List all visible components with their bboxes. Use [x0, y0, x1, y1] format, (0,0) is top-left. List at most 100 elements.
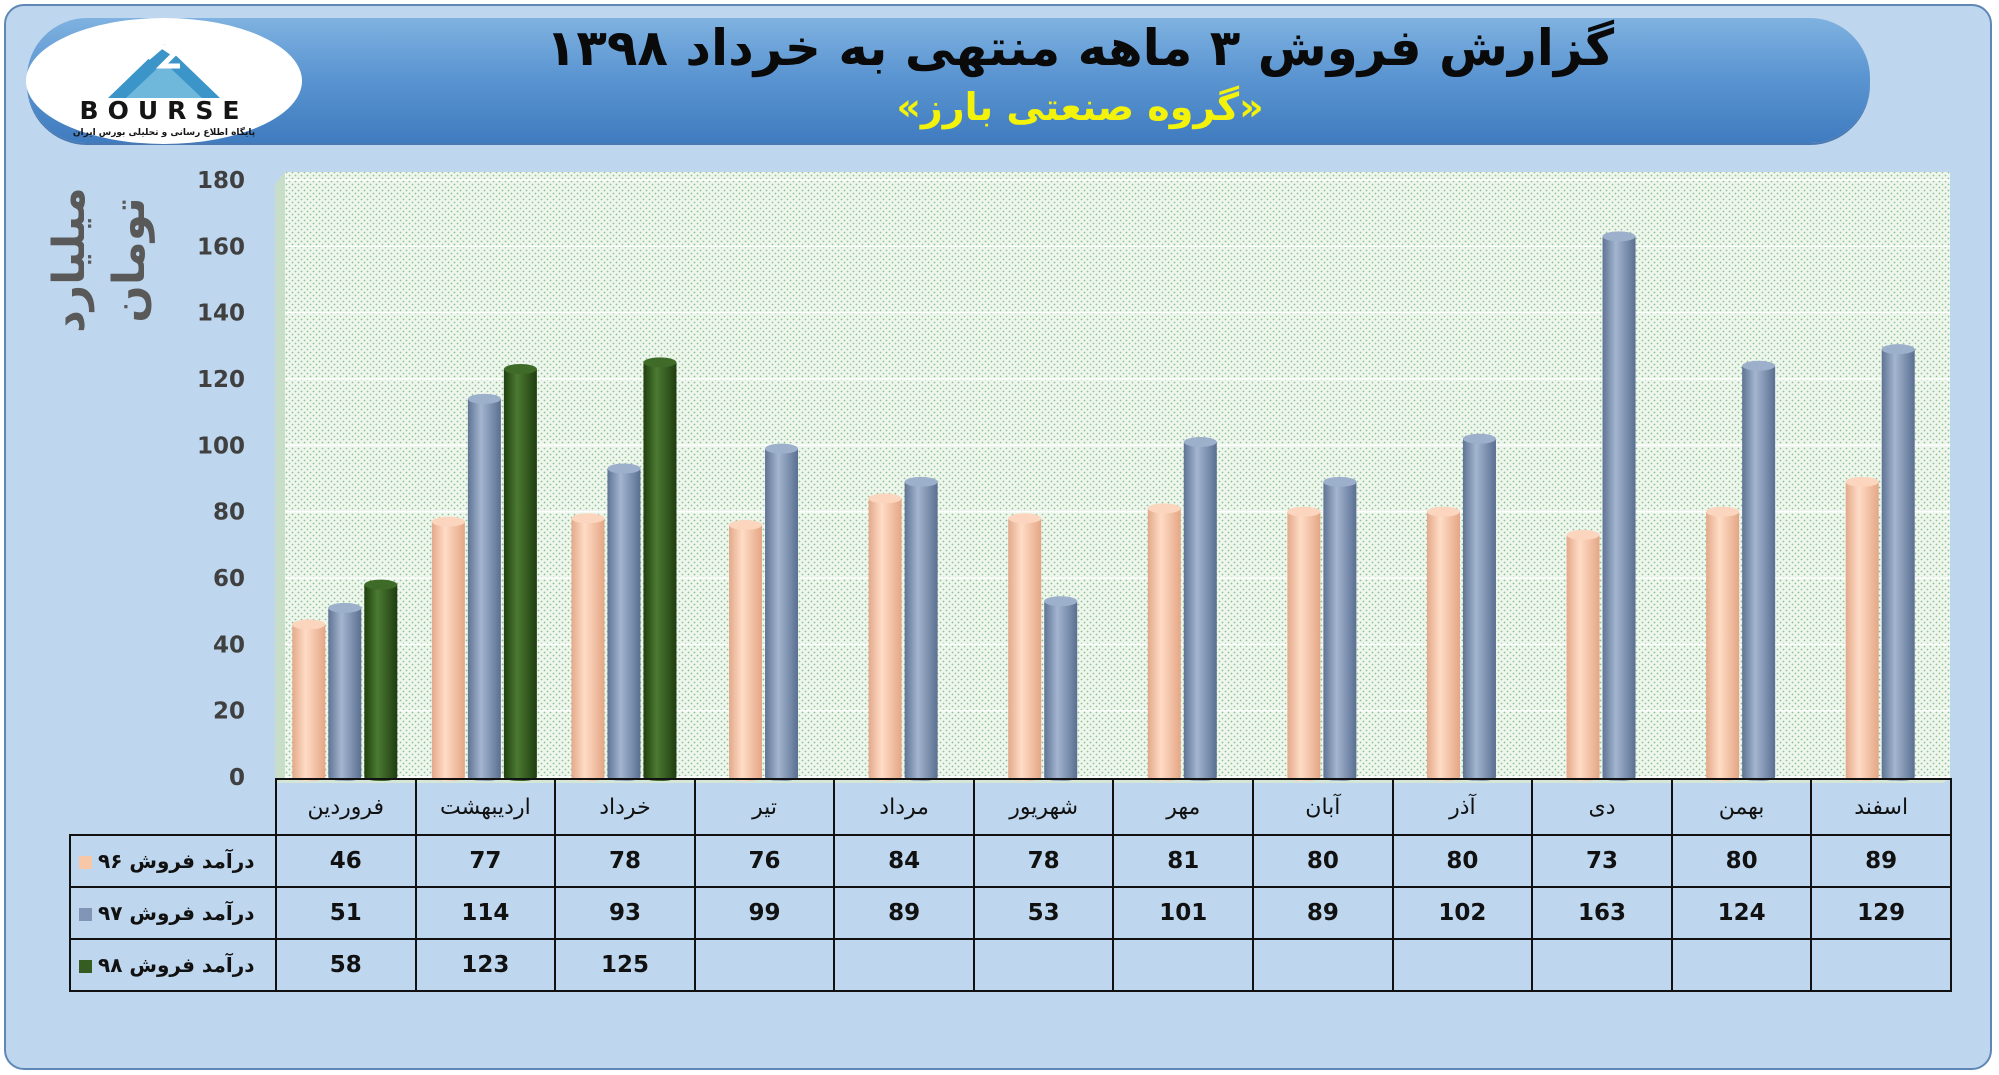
y-tick-label: 120 [197, 367, 245, 393]
legend-label: درآمد فروش ۹۷ [98, 901, 255, 925]
y-axis-label: میلیارد تومان [40, 120, 155, 400]
bar-cap [1008, 513, 1042, 524]
table-header-row: فروردین اردیبهشت خرداد تیر مرداد شهریور مهر آبا… [70, 778, 1952, 836]
y-tick-label: 100 [197, 433, 245, 459]
bar [607, 463, 641, 781]
logo-mountain-icon [108, 42, 220, 98]
bar-cap [1706, 506, 1740, 517]
data-label [1670, 938, 1813, 992]
bar [1044, 596, 1078, 781]
bar [431, 516, 465, 781]
data-label [972, 938, 1115, 992]
data-label [1810, 938, 1952, 992]
x-tick-label: اردیبهشت [414, 778, 557, 836]
bar [868, 493, 902, 781]
bar-body [1426, 511, 1460, 777]
y-tick-label: 80 [213, 500, 245, 526]
bar [1602, 231, 1636, 781]
bar-body [467, 398, 501, 777]
bar-cap [1566, 529, 1600, 540]
y-tick-label: 40 [213, 632, 245, 658]
y-axis: 0 20 40 60 80 100 120 140 160 180 [197, 168, 245, 791]
y-tick-label: 160 [197, 234, 245, 260]
data-label: 99 [693, 886, 836, 940]
bar-cap [765, 443, 799, 454]
bar-body [607, 468, 641, 777]
data-label: 129 [1810, 886, 1952, 940]
legend-label: درآمد فروش ۹۸ [98, 953, 255, 977]
bar-cap [1462, 433, 1496, 444]
data-label: 93 [554, 886, 696, 940]
y-tick-label: 0 [229, 765, 245, 791]
bar-body [729, 524, 763, 777]
data-label: 78 [554, 834, 696, 888]
bar [1287, 506, 1321, 781]
y-tick-label: 60 [213, 566, 245, 592]
bar-cap [467, 393, 501, 404]
bar [1008, 513, 1042, 781]
legend-label: درآمد فروش ۹۶ [98, 849, 255, 873]
bar [1462, 433, 1496, 781]
data-label [1112, 938, 1255, 992]
bar-body [1183, 442, 1217, 777]
bar-cap [1287, 506, 1321, 517]
legend-entry: درآمد فروش ۹۸ [69, 938, 277, 992]
data-label: 80 [1391, 834, 1534, 888]
data-label: 80 [1670, 834, 1813, 888]
data-label [693, 938, 836, 992]
bar-cap [1323, 476, 1357, 487]
logo-tagline: پایگاه اطلاع رسانی و تحلیلی بورس ایران [72, 128, 256, 138]
x-tick-label: فروردین [275, 778, 417, 836]
bar-body [431, 521, 465, 777]
bar-cap [1881, 344, 1915, 355]
bar-body [503, 369, 537, 777]
legend-swatch [79, 856, 92, 869]
bar [1323, 476, 1357, 781]
data-label [833, 938, 975, 992]
bar [364, 579, 398, 781]
data-label: 73 [1531, 834, 1673, 888]
bar-body [904, 481, 938, 777]
bar-body [868, 498, 902, 777]
data-label: 114 [414, 886, 557, 940]
legend-entry: درآمد فروش ۹۷ [69, 886, 277, 940]
data-label: 124 [1670, 886, 1813, 940]
data-label: 77 [414, 834, 557, 888]
bar-cap [1845, 476, 1879, 487]
bar-body [571, 518, 605, 777]
bar [729, 519, 763, 781]
x-tick-label: اسفند [1810, 778, 1952, 836]
data-label: 53 [972, 886, 1115, 940]
bar-cap [503, 364, 537, 375]
data-label: 123 [414, 938, 557, 992]
table-row: درآمد فروش ۹۸ 58 123 125 [69, 938, 1952, 992]
bar [1183, 437, 1217, 781]
data-label: 89 [833, 886, 975, 940]
bar [1881, 344, 1915, 781]
bar [1706, 506, 1740, 781]
bar-body [1008, 518, 1042, 777]
data-label [1391, 938, 1534, 992]
x-tick-label: تیر [693, 778, 836, 836]
bar-cap [1183, 437, 1217, 448]
bar [1742, 360, 1776, 781]
x-tick-label: شهریور [972, 778, 1115, 836]
bar [1147, 503, 1181, 781]
data-label: 89 [1252, 886, 1394, 940]
gridlines [285, 179, 1950, 778]
bar-cap [292, 619, 326, 630]
table-corner [70, 779, 276, 835]
bar-body [1881, 349, 1915, 777]
data-label [1252, 938, 1394, 992]
bar-body [1287, 511, 1321, 777]
bar [571, 513, 605, 781]
bar-body [1323, 481, 1357, 777]
data-label: 80 [1252, 834, 1394, 888]
data-label: 102 [1391, 886, 1534, 940]
bar-body [765, 448, 799, 777]
bar-body [1147, 508, 1181, 777]
bar-cap [1147, 503, 1181, 514]
bar-body [1566, 534, 1600, 777]
data-label [1531, 938, 1673, 992]
bar [765, 443, 799, 781]
